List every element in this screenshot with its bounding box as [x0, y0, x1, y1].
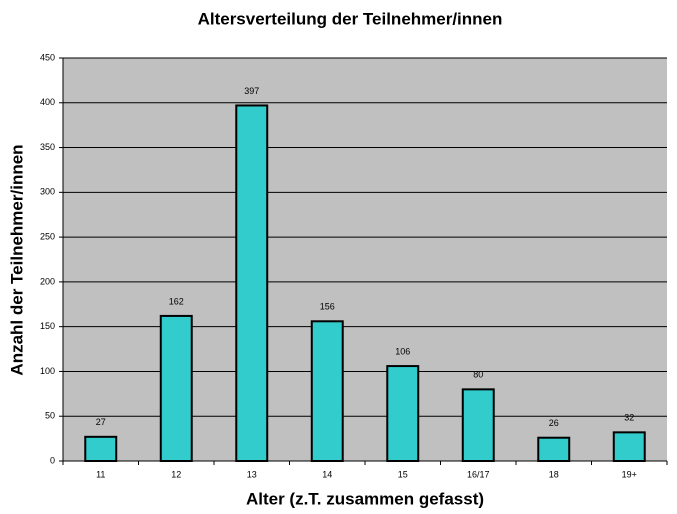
x-tick-label: 15	[398, 469, 408, 479]
y-tick-label: 50	[45, 411, 55, 421]
x-axis-label: Alter (z.T. zusammen gefasst)	[246, 489, 484, 508]
x-tick-label: 11	[96, 469, 105, 479]
x-tick-label: 12	[171, 469, 181, 479]
data-label: 80	[473, 370, 483, 380]
y-tick-label: 400	[40, 97, 55, 107]
data-label: 156	[320, 302, 335, 312]
data-label: 26	[549, 418, 559, 428]
data-label: 162	[169, 296, 184, 306]
x-tick-label: 13	[247, 469, 257, 479]
bar	[461, 388, 495, 463]
plot-area	[63, 58, 667, 461]
bar	[386, 365, 420, 462]
bar	[84, 435, 118, 463]
x-tick-label: 16/17	[467, 469, 490, 479]
y-tick-label: 300	[40, 187, 55, 197]
bar	[310, 320, 344, 462]
data-label: 32	[624, 413, 634, 423]
y-tick-label: 200	[40, 276, 55, 286]
data-label: 27	[96, 417, 106, 427]
y-tick-label: 350	[40, 142, 55, 152]
bar	[537, 436, 571, 462]
x-tick-label: 19+	[622, 469, 637, 479]
y-tick-label: 250	[40, 231, 55, 241]
y-tick-label: 450	[40, 52, 55, 62]
data-label: 397	[244, 86, 259, 96]
x-tick-label: 14	[322, 469, 332, 479]
bar	[612, 431, 646, 463]
y-axis-label: Anzahl der Teilnehmer/innen	[7, 144, 26, 375]
bar	[235, 104, 269, 462]
y-tick-label: 0	[50, 455, 55, 465]
y-tick-label: 150	[40, 321, 55, 331]
bar	[159, 314, 193, 463]
data-label: 106	[395, 346, 410, 356]
x-tick-label: 18	[549, 469, 559, 479]
chart-title: Altersverteilung der Teilnehmer/innen	[198, 9, 503, 28]
y-tick-label: 100	[40, 366, 55, 376]
